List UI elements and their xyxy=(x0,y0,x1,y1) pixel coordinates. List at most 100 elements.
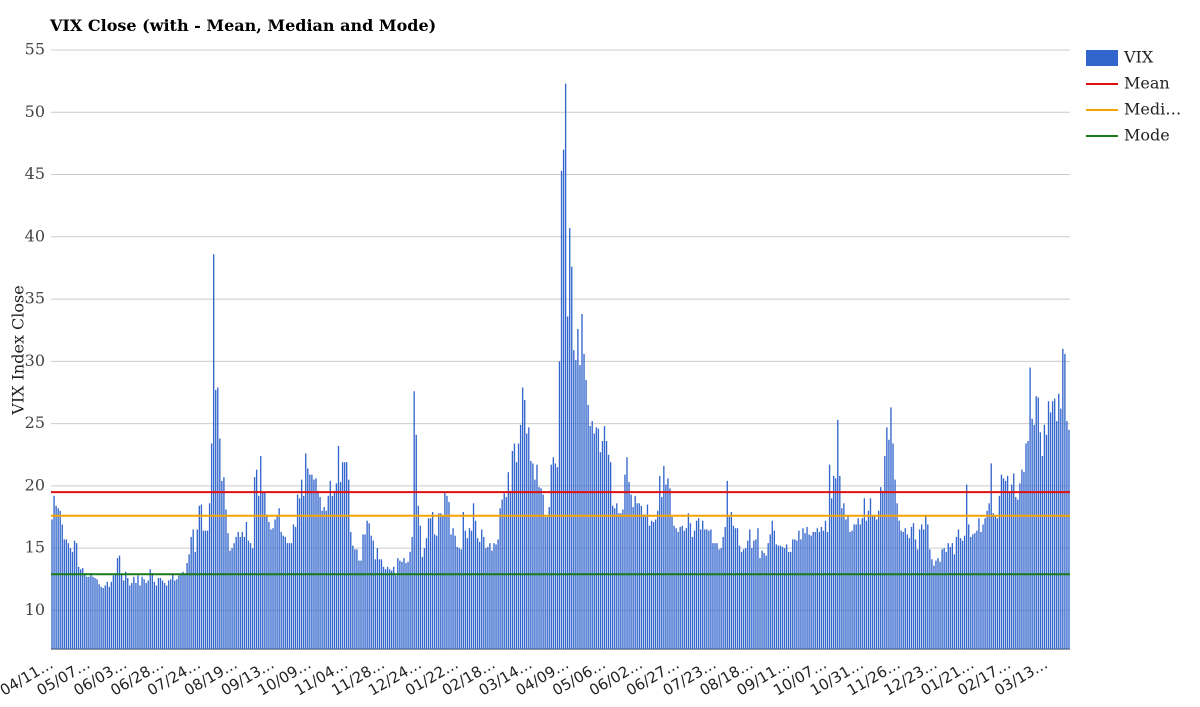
bar xyxy=(206,530,209,649)
bar xyxy=(323,507,325,649)
bar xyxy=(804,533,806,649)
bar xyxy=(650,520,653,649)
bar xyxy=(751,548,753,649)
bar xyxy=(137,575,139,649)
bar xyxy=(644,514,647,649)
bar xyxy=(728,516,730,649)
bar xyxy=(495,544,497,649)
bar xyxy=(307,468,309,649)
bar xyxy=(945,551,947,649)
y-tick-label: 50 xyxy=(25,102,45,121)
bar xyxy=(828,464,831,649)
bar xyxy=(112,575,115,649)
bar xyxy=(1006,475,1009,649)
bar xyxy=(272,528,274,649)
bar xyxy=(607,454,610,649)
bar xyxy=(1043,424,1046,649)
bar xyxy=(317,490,319,649)
bar xyxy=(415,434,417,649)
bar xyxy=(673,525,675,649)
bar xyxy=(255,469,258,649)
bar xyxy=(401,561,403,649)
bar xyxy=(1008,492,1011,649)
bar xyxy=(399,560,401,649)
bar xyxy=(1027,441,1029,649)
bar xyxy=(421,556,424,649)
bar xyxy=(564,83,567,649)
bar xyxy=(198,505,201,649)
bar xyxy=(487,546,489,649)
bar xyxy=(223,477,225,649)
bar xyxy=(955,536,958,649)
bar xyxy=(593,433,595,649)
bar xyxy=(170,579,172,649)
bar xyxy=(853,524,855,649)
bar xyxy=(871,515,874,649)
bar xyxy=(440,513,442,649)
bar xyxy=(1019,483,1021,649)
bar xyxy=(542,494,544,649)
bar xyxy=(184,574,186,649)
bar xyxy=(857,518,859,649)
bar xyxy=(837,419,839,649)
bar xyxy=(847,515,849,649)
bar xyxy=(859,524,861,649)
bar xyxy=(702,520,704,649)
bar xyxy=(937,558,939,649)
bar xyxy=(753,540,755,649)
bar xyxy=(528,427,530,649)
bar xyxy=(923,529,925,649)
bar xyxy=(53,495,55,649)
bar xyxy=(820,526,823,649)
bar xyxy=(147,580,149,649)
bar xyxy=(382,566,385,649)
bar xyxy=(55,505,57,649)
bar xyxy=(405,563,407,649)
bar xyxy=(767,543,769,649)
bar xyxy=(247,540,250,649)
bar xyxy=(996,518,999,649)
bar xyxy=(624,474,626,649)
bar xyxy=(321,510,323,649)
bar xyxy=(927,524,929,649)
bar xyxy=(763,553,765,649)
bar xyxy=(476,538,479,649)
bar xyxy=(544,516,546,649)
y-tick-label: 30 xyxy=(25,351,45,370)
bar xyxy=(483,536,485,649)
bar xyxy=(841,508,843,649)
y-tick-label: 35 xyxy=(25,289,45,308)
bar xyxy=(446,495,448,649)
bar xyxy=(427,518,430,649)
bar xyxy=(675,528,677,649)
bar xyxy=(562,149,565,649)
bar xyxy=(802,528,804,649)
bar xyxy=(88,576,90,649)
bar xyxy=(540,488,542,649)
bar xyxy=(94,578,96,649)
bar xyxy=(1058,393,1060,649)
bar xyxy=(790,551,792,649)
bar xyxy=(282,535,284,649)
bar xyxy=(548,507,550,649)
bar xyxy=(878,510,880,649)
bar xyxy=(710,529,712,649)
bar xyxy=(388,569,391,649)
bar xyxy=(646,504,649,649)
bar xyxy=(769,534,771,649)
bar xyxy=(605,441,608,649)
bar xyxy=(597,428,600,649)
bar xyxy=(180,574,182,649)
legend-label: VIX xyxy=(1123,48,1154,67)
y-axis-title: VIX Index Close xyxy=(9,285,28,415)
bar xyxy=(1031,418,1033,649)
legend-label: Mean xyxy=(1124,74,1170,93)
bar xyxy=(69,548,72,649)
bar xyxy=(325,510,327,649)
bar xyxy=(569,228,571,649)
bar xyxy=(818,531,821,649)
bar xyxy=(303,495,305,649)
bar xyxy=(783,548,786,649)
bar xyxy=(61,524,63,649)
